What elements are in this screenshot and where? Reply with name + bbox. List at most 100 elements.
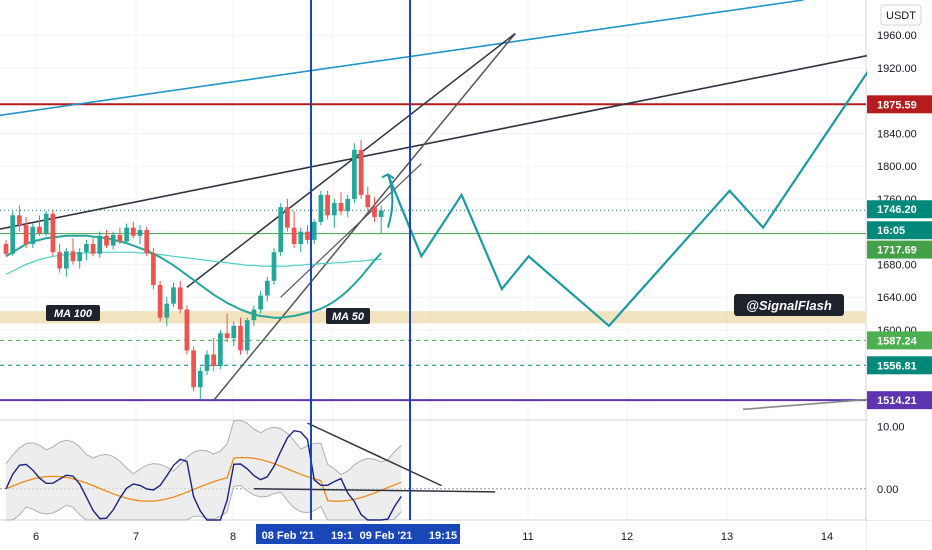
price-level-badge-bg: [867, 331, 932, 350]
zones: [0, 311, 866, 324]
candle-body: [37, 226, 42, 234]
candle: [278, 203, 284, 257]
ma-100-label-bg: [46, 305, 100, 321]
osc-trend-line: [307, 422, 442, 487]
price-level-badge: 1587.24: [867, 331, 932, 350]
candle-body: [251, 309, 257, 321]
time-tick-label: 7: [133, 531, 139, 543]
candle: [218, 329, 223, 370]
candle: [137, 225, 143, 244]
oscillator-pane: [0, 419, 866, 521]
candle: [365, 186, 371, 212]
candle: [70, 238, 76, 265]
price-level-badge-bg: [867, 356, 932, 375]
candle: [345, 194, 351, 217]
candle: [372, 197, 377, 222]
vertical-markers: [310, 0, 411, 520]
price-axis[interactable]: 1600.001640.001680.001760.001800.001840.…: [867, 0, 932, 520]
currency-button-bg: [880, 4, 922, 26]
time-tick-label: 14: [821, 531, 833, 543]
candle-body: [231, 325, 237, 339]
candle-body: [77, 252, 83, 262]
candle: [151, 248, 156, 290]
candle: [204, 350, 210, 375]
candle-body: [325, 194, 330, 216]
candle-body: [17, 215, 22, 226]
candle: [258, 290, 263, 314]
candle-body: [204, 354, 210, 371]
channel-line: [280, 163, 422, 298]
candle: [50, 209, 56, 257]
osc-tick-label: 0.00: [877, 484, 898, 496]
candle: [177, 280, 183, 314]
candle: [271, 248, 277, 285]
time-highlight-label: 08 Feb '21: [262, 530, 315, 542]
candle-body: [84, 243, 89, 253]
price-level-badge: 1556.81: [867, 356, 932, 375]
trend-line: [0, 54, 868, 230]
candle: [352, 143, 357, 204]
price-tick-label: 1840.00: [877, 128, 917, 140]
projection-curve: [386, 174, 394, 228]
candle-body: [50, 213, 56, 253]
candle: [224, 313, 230, 343]
candle: [84, 239, 89, 261]
candle-body: [110, 234, 116, 246]
candle: [238, 317, 243, 355]
candle: [97, 231, 103, 258]
candle-body: [43, 213, 49, 234]
price-level-badge-text: 1746.20: [877, 204, 917, 216]
candle-body: [305, 231, 310, 240]
currency-button[interactable]: USDT: [880, 4, 922, 26]
candle: [17, 205, 22, 232]
candle-body: [238, 325, 243, 351]
price-level-badge: 1717.69: [867, 240, 932, 259]
ma-50-label-bg: [326, 308, 370, 324]
candle: [37, 215, 42, 236]
candle-body: [224, 333, 230, 339]
candle: [291, 211, 297, 249]
candle-body: [318, 194, 324, 222]
candle: [104, 230, 109, 249]
price-tick-label: 1920.00: [877, 63, 917, 75]
candle-body: [291, 227, 297, 244]
ma-100-label-text: MA 100: [54, 308, 93, 320]
candle: [305, 225, 310, 244]
price-level-badge-text: 1514.21: [877, 395, 917, 407]
candle: [90, 238, 96, 257]
price-tick-label: 1680.00: [877, 259, 917, 271]
candle-body: [164, 303, 170, 318]
candle-body: [57, 252, 62, 269]
osc-tick-label: 10.00: [877, 421, 905, 433]
candle: [251, 305, 257, 326]
ma-50-label: MA 50: [326, 308, 370, 324]
candle: [43, 211, 49, 236]
candle-body: [177, 287, 183, 310]
trend-line: [742, 398, 868, 411]
candle-body: [197, 370, 203, 388]
time-axis[interactable]: 6 7 8 11 12 13 14 08 Feb '21 19:1 09 Feb '21 19:15: [0, 521, 866, 550]
candle: [110, 231, 116, 250]
price-level-badge-text: 1556.81: [877, 360, 917, 372]
candle-body: [278, 207, 284, 253]
candles[interactable]: [3, 140, 384, 400]
candle-body: [311, 221, 317, 240]
candle-body: [157, 284, 163, 318]
candle: [285, 198, 290, 232]
candle: [184, 305, 190, 355]
candle-body: [244, 320, 250, 351]
candle: [77, 248, 83, 269]
price-level-badge: 1875.59: [867, 95, 932, 114]
time-highlight-label: 09 Feb '21: [360, 530, 413, 542]
price-level-badge-text: 1717.69: [877, 245, 917, 257]
osc-main: [5, 429, 402, 521]
osc-band: [6, 420, 402, 520]
candle-body: [378, 210, 384, 217]
price-tick-label: 1800.00: [877, 161, 917, 173]
price-tick-label: 1960.00: [877, 30, 917, 42]
candle: [157, 280, 163, 322]
candle-body: [70, 251, 76, 262]
currency-label: USDT: [886, 10, 916, 22]
